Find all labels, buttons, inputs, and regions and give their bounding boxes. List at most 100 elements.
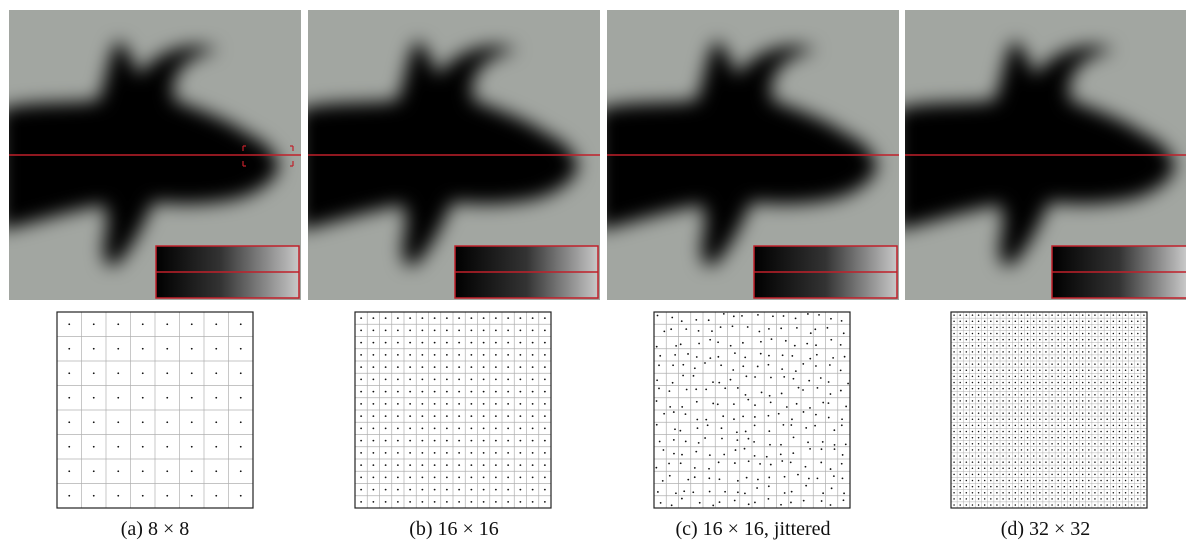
sample-point [458, 390, 461, 393]
sample-point [820, 448, 823, 451]
sample-point [1020, 498, 1023, 500]
sample-point [1039, 332, 1041, 335]
sample-point [507, 378, 510, 381]
sample-point [190, 494, 193, 497]
sample-point [1124, 442, 1127, 445]
sample-point [372, 317, 375, 320]
sample-point [1118, 491, 1121, 494]
sample-point [409, 488, 412, 491]
sample-point [1143, 375, 1145, 378]
sample-point [1088, 485, 1090, 488]
sample-point [697, 329, 700, 332]
sample-point [1026, 357, 1029, 359]
sample-point [841, 477, 844, 480]
sample-point [1069, 467, 1072, 469]
sample-point [996, 338, 998, 341]
sample-point [747, 503, 750, 506]
sample-point [117, 470, 120, 473]
sample-point [971, 369, 974, 371]
sample-point [1002, 412, 1004, 414]
render-image-d [905, 10, 1186, 300]
sample-point [1130, 473, 1133, 476]
sample-point [531, 451, 534, 454]
sample-point [458, 341, 461, 344]
sample-point [1130, 491, 1133, 494]
sample-point [1069, 381, 1072, 384]
shadow-silhouette [905, 40, 1175, 266]
sample-point [1081, 442, 1084, 445]
sample-point [519, 451, 522, 454]
sample-point [820, 500, 823, 502]
sample-point [445, 439, 448, 442]
sample-point [494, 476, 497, 479]
sample-point [996, 504, 998, 506]
sample-point [1075, 504, 1078, 506]
sample-point [1032, 369, 1035, 371]
sample-point [965, 504, 968, 506]
sample-point [1081, 393, 1084, 396]
sample-point [1137, 314, 1139, 316]
sample-point [1081, 455, 1084, 457]
sample-point [1143, 326, 1145, 329]
sample-point [744, 492, 746, 495]
sample-point [756, 365, 759, 368]
sample-point [445, 488, 448, 491]
sample-point [1069, 357, 1072, 359]
sample-point [845, 405, 848, 408]
sample-point [1045, 320, 1047, 322]
sample-point [1045, 418, 1047, 420]
caption-b: (b) 16 × 16 [409, 518, 499, 540]
sample-point [1002, 504, 1004, 506]
sample-point [92, 445, 95, 448]
sample-point [716, 403, 719, 406]
sample-point [983, 393, 986, 396]
sample-point [445, 476, 448, 479]
sample-point [1045, 314, 1047, 316]
sample-point [421, 390, 424, 393]
sample-point [780, 327, 783, 330]
sample-point [781, 460, 784, 462]
sample-point [1039, 455, 1041, 457]
sample-point [844, 443, 847, 446]
sample-point [1026, 461, 1029, 463]
sample-point [1002, 479, 1004, 482]
sample-point [1106, 442, 1108, 445]
sample-point [965, 491, 968, 494]
sample-point [470, 464, 473, 467]
sample-point [141, 494, 144, 497]
sample-point [445, 378, 448, 381]
sample-point [1063, 351, 1066, 353]
sample-point [482, 476, 485, 479]
sample-point [141, 396, 144, 399]
sample-point [1014, 424, 1017, 427]
sample-point [953, 461, 955, 463]
sample-point [409, 415, 412, 418]
sample-point [1032, 357, 1035, 359]
sample-point [747, 437, 750, 440]
sample-point [1057, 412, 1059, 414]
sample-point [977, 400, 980, 402]
sample-point [743, 447, 746, 450]
sample-point [384, 451, 387, 454]
sample-point [977, 467, 980, 469]
sample-point [723, 453, 726, 456]
sample-point [711, 330, 713, 333]
sample-point [656, 314, 659, 317]
sample-point [1020, 381, 1023, 384]
sample-point [996, 332, 998, 335]
sample-point [409, 464, 412, 467]
sample-point [1137, 357, 1139, 359]
sample-point [990, 314, 992, 316]
sample-point [396, 439, 399, 442]
sample-point [141, 445, 144, 448]
sample-point [1069, 400, 1072, 402]
sample-point [92, 347, 95, 350]
sample-point [433, 353, 436, 356]
sample-point [1124, 326, 1127, 329]
sample-point [1039, 344, 1041, 347]
sample-point [959, 491, 961, 494]
sample-point [977, 436, 980, 439]
sample-point [829, 504, 832, 506]
sample-point [1100, 387, 1102, 390]
sample-point [1051, 393, 1053, 396]
